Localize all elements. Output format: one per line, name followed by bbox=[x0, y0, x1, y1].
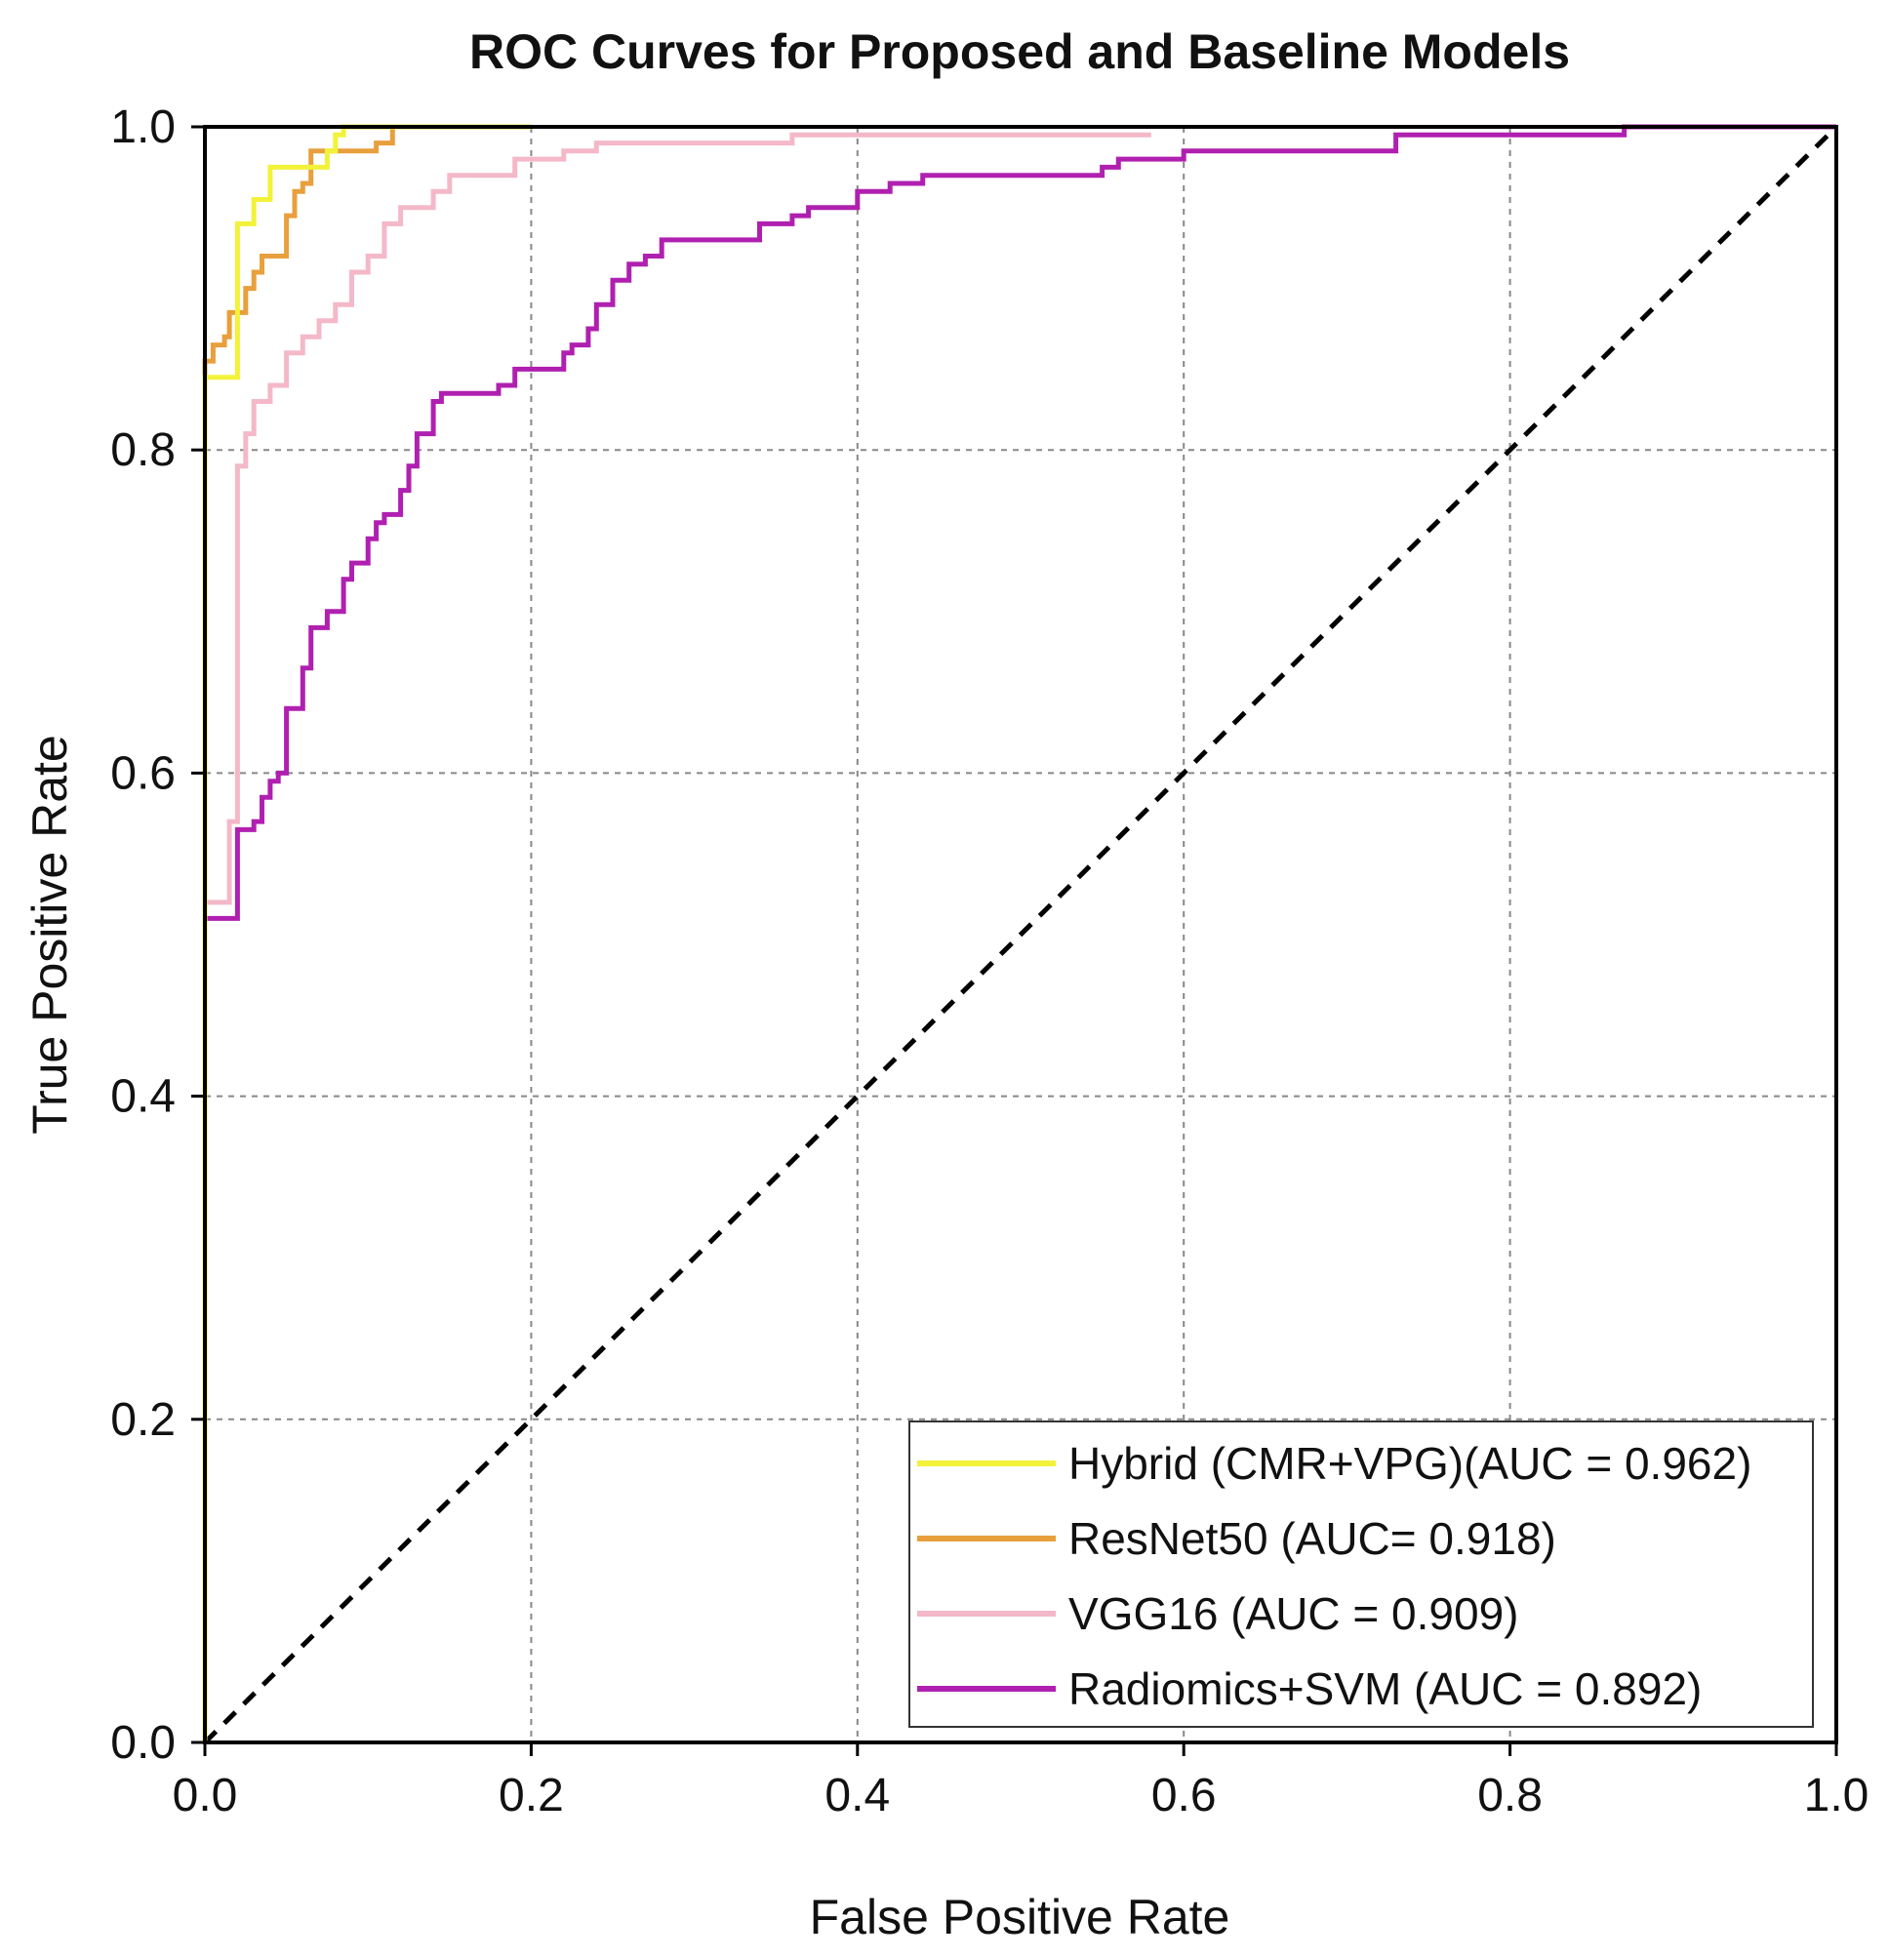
y-axis-ticks: 0.0 0.2 0.4 0.6 0.8 1.0 bbox=[110, 101, 205, 1769]
y-tick-label: 0.2 bbox=[110, 1394, 176, 1446]
x-tick-label: 0.8 bbox=[1477, 1770, 1543, 1821]
y-tick-label: 0.0 bbox=[110, 1717, 176, 1769]
x-tick-label: 0.2 bbox=[499, 1770, 564, 1821]
x-tick-label: 0.4 bbox=[824, 1770, 890, 1821]
reference-layer bbox=[203, 125, 1838, 1744]
x-axis-label: False Positive Rate bbox=[810, 1890, 1230, 1944]
legend-label: Radiomics+SVM (AUC = 0.892) bbox=[1068, 1663, 1702, 1714]
y-tick-label: 0.4 bbox=[110, 1071, 176, 1123]
roc-series-line-3 bbox=[202, 124, 1836, 1742]
x-tick-label: 0.6 bbox=[1151, 1770, 1217, 1821]
y-tick-label: 0.8 bbox=[110, 424, 176, 476]
plot-area bbox=[202, 124, 1836, 1742]
roc-series-line-2 bbox=[202, 132, 1151, 1742]
legend-label: VGG16 (AUC = 0.909) bbox=[1068, 1588, 1518, 1639]
y-tick-label: 1.0 bbox=[110, 101, 176, 153]
legend-label: ResNet50 (AUC= 0.918) bbox=[1068, 1513, 1556, 1564]
y-axis-label: True Positive Rate bbox=[22, 735, 77, 1134]
plot-frame bbox=[203, 125, 1838, 1744]
x-tick-label: 1.0 bbox=[1804, 1770, 1869, 1821]
chance-diagonal-line bbox=[203, 125, 1838, 1744]
legend-label: Hybrid (CMR+VPG)(AUC = 0.962) bbox=[1068, 1438, 1751, 1489]
roc-series-line-1 bbox=[202, 124, 532, 1742]
chart-title: ROC Curves for Proposed and Baseline Mod… bbox=[469, 24, 1570, 79]
legend-box bbox=[908, 1420, 1814, 1728]
grid-lines bbox=[205, 127, 1836, 1742]
legend: Hybrid (CMR+VPG)(AUC = 0.962) ResNet50 (A… bbox=[908, 1420, 1814, 1728]
y-tick-label: 0.6 bbox=[110, 747, 176, 799]
x-tick-label: 0.0 bbox=[173, 1770, 238, 1821]
x-axis-ticks: 0.0 0.2 0.4 0.6 0.8 1.0 bbox=[173, 1742, 1869, 1821]
roc-series-line-0 bbox=[202, 124, 532, 1742]
